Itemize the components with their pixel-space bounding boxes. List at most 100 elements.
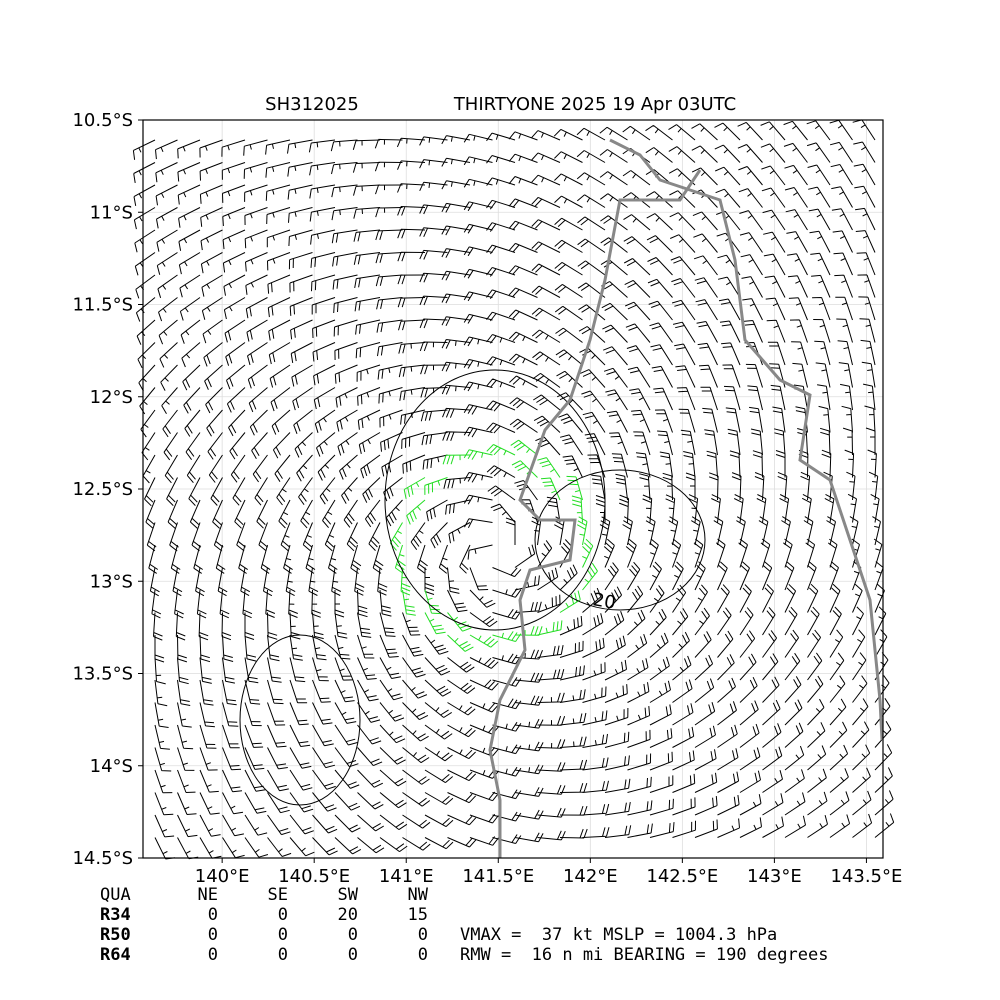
- wind-barb: [463, 449, 493, 460]
- wind-barb: [762, 630, 778, 658]
- storm-id: SH312025: [265, 94, 359, 115]
- wind-barb: [199, 792, 220, 815]
- wind-barb: [537, 830, 566, 841]
- wind-barb: [357, 634, 375, 659]
- wind-barb: [355, 342, 381, 359]
- wind-barb: [559, 736, 587, 748]
- wind-barb: [810, 252, 831, 276]
- wind-barb: [145, 499, 156, 529]
- wind-barb: [619, 494, 629, 523]
- wind-barb: [635, 452, 651, 478]
- wind-barb: [756, 494, 767, 523]
- wind-barb: [576, 127, 606, 141]
- wind-barb: [582, 587, 602, 613]
- wind-barb: [177, 837, 199, 860]
- wind-barb: [811, 274, 831, 298]
- wind-barb: [333, 297, 358, 314]
- wind-barb: [334, 634, 351, 660]
- wind-barb: [627, 633, 648, 658]
- wind-barb: [852, 119, 876, 141]
- wind-barb: [721, 342, 741, 366]
- wind-barb: [353, 207, 381, 219]
- wind-barb: [177, 657, 189, 685]
- wind-barb: [221, 162, 246, 180]
- wind-barb: [486, 400, 516, 412]
- wind-barb: [177, 634, 188, 663]
- wind-barb: [781, 516, 791, 546]
- wind-barb: [442, 407, 471, 418]
- table-cell: 20: [338, 905, 358, 925]
- wind-barb: [331, 184, 358, 198]
- wind-barb: [531, 263, 561, 276]
- wind-barb: [312, 679, 331, 703]
- wind-barb: [852, 583, 863, 613]
- wind-barb: [492, 588, 522, 598]
- wind-barb: [379, 814, 408, 831]
- wind-barb: [289, 792, 314, 813]
- wind-barb: [852, 675, 868, 703]
- wind-barb: [201, 297, 223, 320]
- wind-barb: [604, 825, 632, 838]
- wind-barb: [134, 229, 156, 253]
- wind-barb: [244, 769, 266, 792]
- wind-barb: [396, 137, 426, 148]
- wind-barb: [402, 814, 431, 829]
- wind-barb: [332, 274, 358, 290]
- y-tick-label: 10.5°S: [72, 110, 133, 131]
- wind-barb: [767, 341, 786, 366]
- wind-barb: [738, 166, 763, 186]
- wind-barb: [694, 584, 708, 613]
- wind-barb: [182, 364, 201, 391]
- wind-barb: [177, 679, 191, 706]
- wind-barb: [829, 698, 847, 726]
- wind-barb: [133, 207, 156, 230]
- wind-barb: [582, 562, 598, 591]
- wind-barb: [698, 364, 718, 388]
- wind-barb: [717, 561, 728, 591]
- wind-barb: [247, 342, 268, 366]
- wind-barb: [222, 814, 245, 837]
- wind-barb: [285, 567, 296, 597]
- wind-barb: [358, 432, 381, 455]
- wind-barb: [789, 319, 808, 343]
- wind-barb: [334, 364, 358, 384]
- wind-barb: [244, 207, 268, 226]
- wind-barb: [422, 454, 448, 470]
- wind-barb: [678, 408, 696, 433]
- wind-barb: [651, 365, 673, 388]
- wind-barb: [199, 184, 223, 204]
- wind-barb: [715, 188, 741, 208]
- wind-barb: [627, 682, 650, 703]
- wind-barb: [578, 326, 606, 343]
- wind-barb: [738, 538, 748, 568]
- wind-barb: [222, 184, 246, 203]
- wind-barb: [334, 590, 345, 618]
- wind-barb: [783, 142, 808, 163]
- wind-barb: [177, 769, 196, 793]
- wind-barb: [492, 744, 522, 755]
- wind-barb: [397, 183, 426, 193]
- wind-barb: [469, 747, 499, 757]
- wind-barb: [463, 381, 493, 392]
- wind-barb: [353, 229, 381, 242]
- wind-barb: [580, 369, 606, 388]
- wind-barb: [645, 516, 656, 546]
- wind-barb: [599, 516, 611, 546]
- wind-barb: [222, 634, 234, 662]
- wind-barb: [313, 387, 336, 410]
- wind-barb: [829, 629, 844, 658]
- wind-barb: [180, 319, 201, 344]
- wind-barb: [829, 721, 848, 748]
- wind-barb: [668, 124, 696, 141]
- wind-barb: [244, 679, 261, 705]
- wind-barb: [430, 522, 448, 549]
- wind-barb: [376, 319, 403, 333]
- wind-barb: [312, 792, 337, 812]
- wind-barb: [508, 198, 538, 208]
- wind-barb: [808, 208, 831, 231]
- wind-barb: [556, 370, 583, 388]
- wind-barb: [514, 809, 544, 820]
- wind-barb: [717, 654, 735, 681]
- wind-barb: [752, 450, 763, 478]
- wind-barb: [806, 120, 831, 141]
